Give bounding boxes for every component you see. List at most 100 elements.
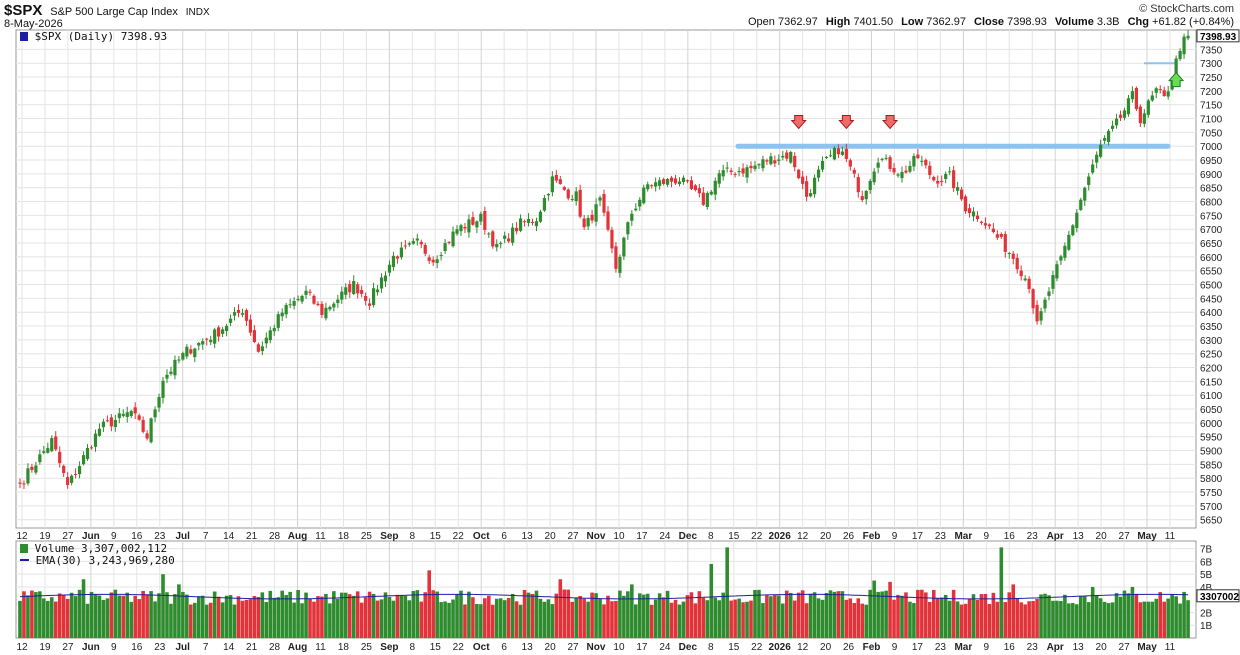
candle [455, 225, 459, 236]
volume-x-tick: 27 [62, 642, 74, 653]
candle [570, 194, 574, 202]
candle-body [618, 256, 622, 273]
candle [391, 251, 396, 271]
candle [1162, 86, 1166, 97]
volume-bar [784, 590, 789, 638]
candle [161, 376, 165, 404]
candle-body [439, 255, 443, 257]
candle-body [435, 259, 439, 263]
candle-body [324, 307, 328, 319]
candle [403, 240, 407, 250]
volume-x-tick: 14 [223, 642, 235, 653]
candle-body [360, 290, 364, 294]
volume-bar [336, 598, 340, 638]
candle [149, 417, 153, 444]
candle [129, 409, 133, 419]
candle-body [1134, 87, 1138, 110]
candle [193, 347, 197, 363]
candle [81, 451, 86, 466]
candle-body [944, 173, 948, 180]
candle-body [828, 155, 833, 157]
volume-bar [578, 595, 582, 638]
volume-x-tick: Jul [175, 642, 190, 653]
candle [419, 239, 423, 249]
candle-body [1166, 91, 1170, 97]
candle [74, 468, 78, 479]
volume-bar [498, 598, 503, 638]
volume-bar [808, 593, 813, 638]
price-x-tick: 20 [545, 531, 557, 542]
volume-bar [912, 603, 916, 638]
candle-body [816, 169, 821, 178]
volume-x-tick: Apr [1047, 642, 1064, 653]
volume-bar [220, 602, 225, 638]
candle [336, 294, 340, 308]
price-y-tick: 6000 [1200, 419, 1223, 430]
volume-bar [832, 591, 837, 638]
candle-body [391, 255, 396, 268]
candle-body [1106, 130, 1111, 142]
candle-body [654, 182, 658, 187]
candle [451, 226, 455, 248]
candle [995, 230, 999, 240]
candle-body [209, 339, 213, 343]
candle-body [447, 242, 451, 244]
volume-bar [367, 591, 372, 638]
candle [542, 195, 547, 213]
candle-body [1067, 234, 1071, 250]
price-x-tick: 21 [246, 531, 258, 542]
candle-body [1031, 289, 1035, 309]
volume-bar [181, 591, 185, 638]
candle-body [650, 185, 654, 187]
volume-bar [347, 594, 352, 638]
volume-bar [1126, 593, 1131, 638]
ohlc-change-label: Chg [1127, 16, 1149, 28]
volume-bar [411, 591, 416, 638]
candle [66, 472, 70, 489]
price-panel [15, 29, 1197, 529]
candle [22, 480, 26, 490]
candle [224, 323, 229, 337]
candle [316, 301, 320, 307]
volume-bar [546, 599, 551, 638]
volume-bar [1047, 595, 1051, 638]
price-legend-text: $SPX (Daily) 7398.93 [34, 30, 168, 43]
price-y-tick: 7050 [1200, 128, 1223, 139]
candle-body [113, 419, 117, 427]
candle-body [924, 159, 928, 166]
candle-body [689, 180, 694, 190]
volume-bar [1078, 596, 1083, 638]
candle [574, 186, 578, 206]
candle-body [987, 224, 991, 227]
volume-x-tick: 27 [567, 642, 579, 653]
volume-bar [900, 595, 904, 638]
candle [383, 271, 388, 288]
candle-body [570, 198, 574, 200]
candle [153, 406, 157, 423]
candle-body [1150, 95, 1154, 101]
volume-bar [308, 598, 312, 638]
candle-body [673, 178, 678, 184]
candle [1134, 86, 1138, 112]
volume-bar [240, 600, 245, 638]
volume-bar [375, 600, 380, 638]
candle [240, 308, 245, 318]
candle [828, 149, 833, 158]
candle-body [169, 371, 173, 374]
candle [232, 307, 237, 321]
candle [614, 242, 618, 273]
candle [97, 423, 102, 437]
volume-bar [979, 594, 984, 638]
candle-body [1110, 125, 1115, 129]
volume-y-tick: 7B [1200, 545, 1213, 556]
candle [1067, 230, 1071, 251]
candle [721, 164, 725, 181]
volume-bar [391, 600, 396, 638]
volume-bar [812, 592, 817, 638]
volume-bar [816, 598, 821, 638]
candle [892, 163, 896, 175]
candle [221, 326, 225, 338]
candle [304, 285, 308, 299]
price-x-tick: Oct [473, 531, 490, 542]
candle [427, 254, 431, 264]
